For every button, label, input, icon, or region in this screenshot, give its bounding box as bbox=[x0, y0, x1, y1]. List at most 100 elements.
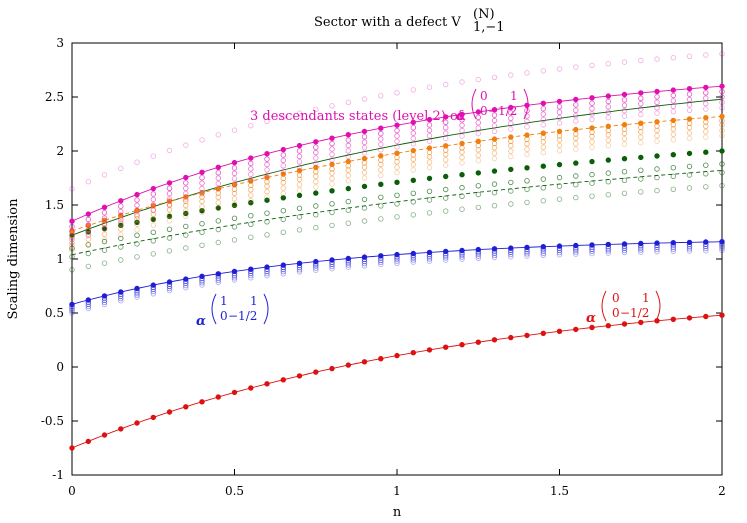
marker-green bbox=[231, 224, 238, 230]
marker-blue bbox=[491, 248, 498, 254]
marker-magenta bbox=[199, 185, 205, 192]
marker-orange bbox=[686, 135, 693, 142]
marker-green bbox=[654, 174, 660, 181]
marker-magenta bbox=[654, 56, 660, 62]
marker-magenta bbox=[313, 149, 319, 156]
marker-magenta bbox=[426, 138, 433, 144]
marker-magenta bbox=[508, 110, 514, 116]
marker-magenta bbox=[199, 174, 205, 181]
marker-orange bbox=[85, 231, 91, 237]
marker-orange bbox=[296, 182, 303, 188]
marker-blue bbox=[638, 242, 644, 249]
marker-magenta bbox=[69, 218, 75, 224]
marker-blue bbox=[621, 247, 628, 254]
marker-orange bbox=[248, 197, 254, 204]
y-tick-label: 3 bbox=[56, 36, 64, 50]
marker-magenta bbox=[345, 131, 351, 138]
marker-orange bbox=[183, 208, 189, 214]
marker-magenta bbox=[166, 190, 173, 197]
marker-blue bbox=[621, 249, 628, 256]
marker-green bbox=[426, 197, 433, 203]
marker-blue bbox=[459, 252, 465, 258]
marker-magenta bbox=[605, 61, 611, 67]
y-tick-label: -0.5 bbox=[41, 414, 64, 428]
marker-magenta bbox=[378, 136, 384, 142]
marker-magenta bbox=[329, 151, 335, 158]
marker-red bbox=[426, 347, 433, 353]
annotation-blue-m01: 1 bbox=[250, 294, 258, 308]
annotation-magenta-m00: 0 bbox=[480, 89, 488, 103]
marker-magenta bbox=[540, 105, 546, 112]
marker-green bbox=[686, 163, 693, 170]
y-tick-label: -1 bbox=[52, 468, 64, 482]
marker-orange bbox=[69, 247, 75, 254]
marker-orange bbox=[508, 153, 514, 160]
marker-orange bbox=[329, 170, 335, 176]
marker-orange bbox=[556, 148, 563, 154]
marker-blue bbox=[670, 244, 676, 250]
marker-magenta bbox=[573, 96, 579, 103]
marker-green bbox=[605, 157, 611, 163]
marker-magenta bbox=[378, 125, 384, 131]
marker-orange bbox=[491, 136, 498, 142]
marker-magenta bbox=[426, 133, 433, 139]
marker-orange bbox=[719, 133, 725, 139]
marker-orange bbox=[621, 136, 628, 142]
marker-magenta bbox=[118, 203, 124, 209]
marker-magenta bbox=[345, 153, 351, 159]
marker-blue bbox=[459, 254, 465, 260]
marker-blue bbox=[280, 266, 286, 273]
marker-orange bbox=[654, 138, 660, 144]
marker-blue bbox=[166, 283, 173, 289]
marker-red bbox=[101, 432, 108, 438]
annotation-red-paren-right bbox=[655, 290, 661, 322]
marker-orange bbox=[248, 192, 254, 198]
marker-green bbox=[426, 188, 433, 194]
marker-green bbox=[329, 201, 335, 207]
marker-magenta bbox=[296, 159, 303, 165]
marker-magenta bbox=[686, 102, 693, 108]
marker-magenta bbox=[605, 98, 611, 105]
marker-blue bbox=[329, 261, 335, 267]
marker-orange bbox=[183, 202, 189, 209]
marker-orange bbox=[621, 130, 628, 137]
marker-magenta bbox=[134, 191, 140, 198]
marker-green bbox=[443, 195, 449, 201]
marker-magenta bbox=[361, 150, 368, 156]
marker-green bbox=[85, 263, 91, 270]
y-tick-label: 1.5 bbox=[45, 198, 64, 212]
marker-red bbox=[134, 420, 140, 426]
marker-magenta bbox=[605, 109, 611, 115]
marker-green bbox=[410, 212, 416, 218]
marker-green bbox=[475, 204, 481, 211]
marker-magenta bbox=[150, 207, 156, 213]
marker-blue bbox=[199, 280, 205, 286]
marker-orange bbox=[394, 169, 400, 176]
marker-blue bbox=[410, 257, 416, 263]
marker-orange bbox=[264, 194, 270, 200]
marker-magenta bbox=[231, 165, 238, 171]
marker-orange bbox=[459, 154, 465, 161]
marker-green bbox=[491, 189, 498, 196]
marker-blue bbox=[621, 245, 628, 251]
marker-orange bbox=[329, 175, 335, 182]
marker-blue bbox=[475, 255, 481, 261]
marker-green bbox=[296, 227, 303, 233]
marker-magenta bbox=[329, 157, 335, 163]
marker-magenta bbox=[183, 174, 189, 181]
marker-green bbox=[670, 151, 676, 158]
marker-magenta bbox=[248, 160, 254, 167]
marker-orange bbox=[703, 134, 709, 140]
marker-blue bbox=[345, 264, 351, 270]
marker-blue bbox=[69, 310, 75, 316]
marker-orange bbox=[589, 125, 595, 131]
marker-blue bbox=[654, 246, 660, 253]
marker-blue bbox=[638, 249, 644, 255]
marker-magenta bbox=[719, 99, 725, 106]
marker-green bbox=[556, 196, 563, 202]
marker-blue bbox=[573, 247, 579, 253]
marker-orange bbox=[491, 145, 498, 151]
marker-blue bbox=[410, 259, 416, 265]
marker-green bbox=[638, 189, 644, 195]
marker-magenta bbox=[280, 152, 286, 158]
